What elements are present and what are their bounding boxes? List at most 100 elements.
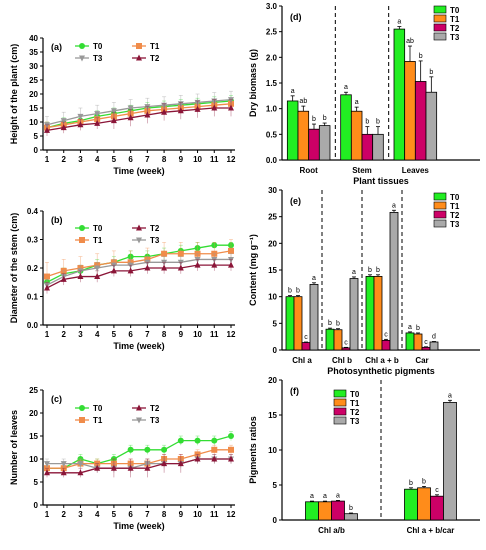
y-tick-label: 0 [34, 501, 39, 510]
data-point [177, 264, 184, 271]
x-tick-label: 3 [78, 330, 83, 339]
bar-t3 [372, 133, 384, 161]
x-tick-label: 11 [210, 155, 219, 164]
x-tick-label: 2 [62, 330, 67, 339]
data-point [228, 433, 234, 439]
data-point [60, 469, 67, 476]
y-tick-label: 15 [29, 432, 38, 441]
significance-letter: b [312, 116, 316, 123]
legend-label: T0 [93, 42, 103, 51]
y-tick-label: 15 [29, 104, 38, 113]
x-tick-label: 8 [162, 510, 167, 519]
legend-label: T1 [93, 236, 103, 245]
legend-label: T3 [150, 236, 160, 245]
significance-letter: b [365, 119, 369, 126]
x-tick-label: 4 [95, 510, 100, 519]
data-point [211, 437, 218, 444]
legend-marker [79, 237, 85, 243]
data-point [194, 105, 201, 112]
x-tick-label: 3 [78, 155, 83, 164]
legend-label: T0 [350, 390, 360, 399]
y-tick-label: 10 [29, 455, 38, 464]
y-tick-label: 30 [268, 186, 277, 195]
legend-marker [79, 225, 85, 231]
significance-letter: b [419, 53, 423, 60]
x-tick-label: 7 [145, 330, 150, 339]
bar-t2 [430, 495, 444, 521]
bar-t0 [405, 332, 415, 351]
y-axis-label: Diameter of the stem (cm) [9, 213, 19, 324]
data-point [110, 117, 117, 124]
y-tick-label: 40 [29, 34, 38, 43]
panel-label: (c) [51, 394, 62, 404]
y-tick-label: 0.5 [266, 130, 278, 139]
data-point [194, 455, 201, 462]
data-point [110, 464, 117, 471]
data-point [144, 264, 151, 271]
y-tick-label: 30 [29, 62, 38, 71]
significance-letter: a [310, 493, 314, 500]
y-tick-label: 15 [268, 411, 277, 420]
legend-label: T2 [150, 54, 160, 63]
significance-letter: a [344, 84, 348, 91]
significance-letter: c [344, 339, 348, 346]
x-tick-label: 7 [145, 155, 150, 164]
legend-swatch [433, 210, 447, 219]
legend-marker [136, 404, 142, 411]
legend-label: T2 [450, 211, 460, 220]
x-category-label: Chl a + b/car [407, 526, 455, 535]
bar-t3 [349, 278, 359, 351]
series-line-t2 [46, 107, 231, 132]
y-axis-label: Number of leaves [9, 410, 19, 485]
x-tick-label: 2 [62, 155, 67, 164]
data-point [94, 464, 101, 471]
x-tick-label: 11 [210, 330, 219, 339]
x-category-label: Car [415, 356, 428, 365]
bar-t0 [404, 488, 418, 521]
significance-letter: a [352, 269, 356, 276]
legend-marker [79, 405, 85, 411]
legend-marker [136, 54, 142, 61]
x-tick-label: 10 [193, 330, 202, 339]
y-tick-label: 5 [34, 478, 39, 487]
x-axis-label: Time (week) [113, 341, 164, 351]
data-point [44, 461, 50, 468]
significance-letter: b [336, 321, 340, 328]
y-tick-label: 25 [268, 213, 277, 222]
y-axis-label: Dry biomass (g) [248, 49, 258, 117]
data-point [211, 104, 218, 111]
data-point [228, 247, 234, 254]
legend-label: T1 [93, 416, 103, 425]
y-tick-label: 1.5 [266, 79, 278, 88]
x-tick-label: 8 [162, 330, 167, 339]
data-point [77, 469, 84, 476]
bar-t2 [381, 339, 391, 351]
x-axis-label: Photosynthetic pigments [327, 366, 435, 376]
bar-t0 [305, 501, 319, 521]
y-tick-label: 1.0 [266, 105, 278, 114]
bar-t2 [301, 342, 311, 351]
data-point [177, 437, 184, 444]
data-point [211, 446, 218, 453]
legend-swatch [333, 407, 347, 416]
x-tick-label: 9 [179, 155, 184, 164]
x-tick-label: 1 [45, 510, 50, 519]
legend-label: T3 [350, 417, 360, 426]
panel-label: (f) [290, 386, 299, 396]
x-tick-label: 8 [162, 155, 167, 164]
legend-marker [136, 237, 142, 244]
bar-t2 [341, 347, 351, 351]
x-category-label: Chl a [292, 356, 312, 365]
y-tick-label: 15 [268, 266, 277, 275]
x-category-label: Chl b [332, 356, 352, 365]
x-category-label: Chl a + b [365, 356, 399, 365]
significance-letter: c [304, 334, 308, 341]
legend-marker [136, 43, 142, 49]
bar-t2 [308, 128, 320, 161]
data-point [94, 265, 101, 272]
x-tick-label: 4 [95, 330, 100, 339]
legend-swatch [333, 398, 347, 407]
bar-t2 [331, 500, 345, 521]
significance-letter: b [296, 288, 300, 295]
